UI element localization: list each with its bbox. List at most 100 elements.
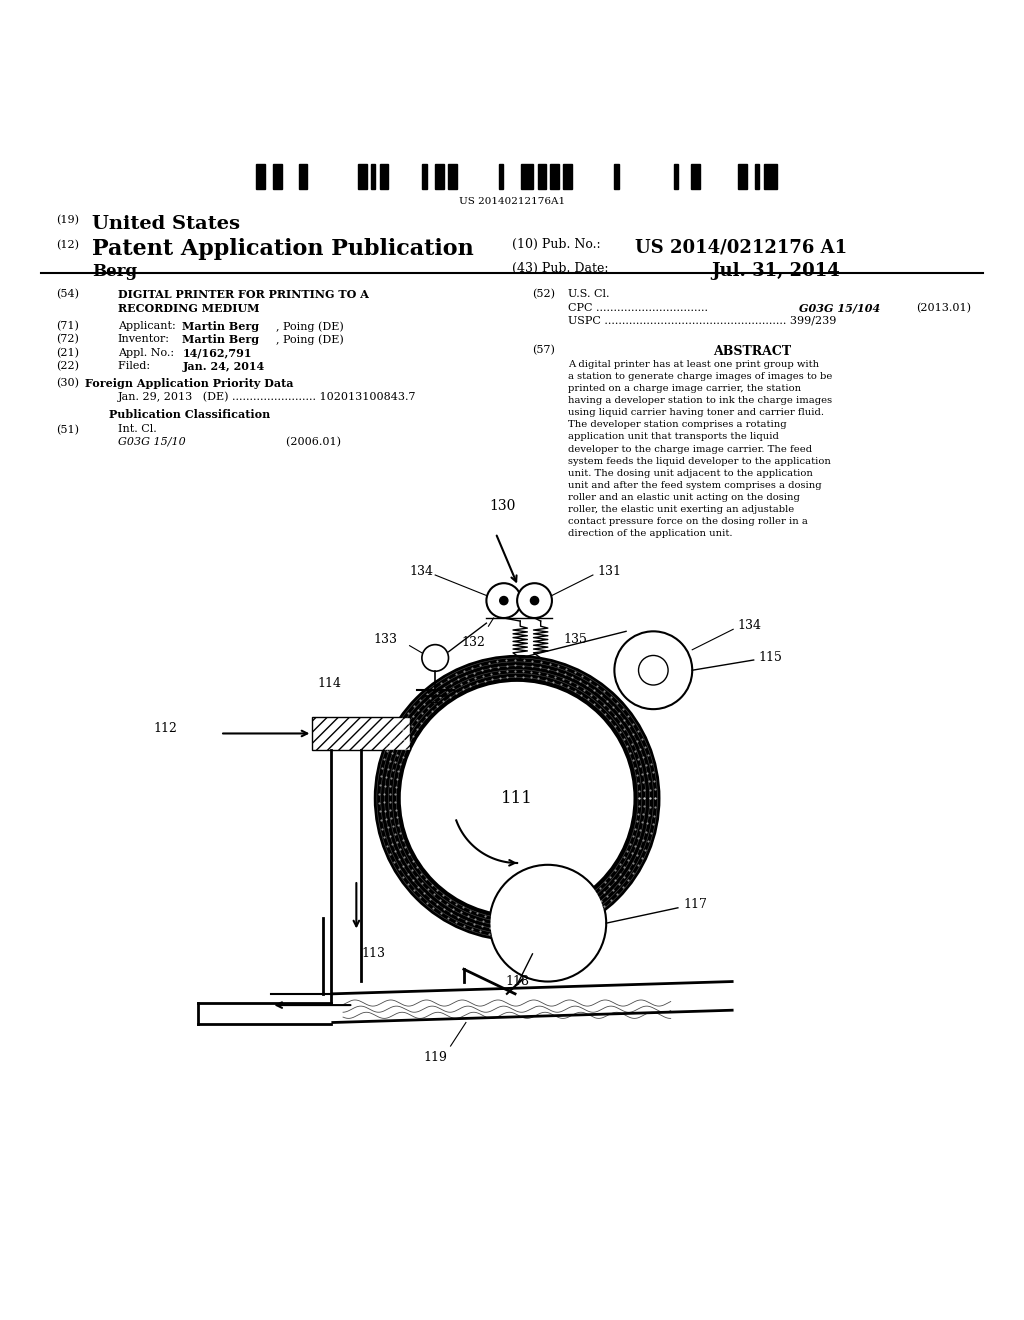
Text: (51): (51): [56, 425, 79, 434]
Text: Filed:: Filed:: [118, 360, 174, 371]
Circle shape: [374, 655, 660, 941]
Text: developer to the charge image carrier. The feed: developer to the charge image carrier. T…: [568, 445, 812, 454]
Circle shape: [530, 597, 539, 605]
Circle shape: [422, 644, 449, 672]
Text: Foreign Application Priority Data: Foreign Application Priority Data: [85, 379, 294, 389]
Bar: [674, 164, 679, 190]
Circle shape: [517, 583, 552, 618]
Text: (2006.01): (2006.01): [251, 437, 341, 447]
Text: (43) Pub. Date:: (43) Pub. Date:: [512, 261, 608, 275]
Text: US 20140212176A1: US 20140212176A1: [459, 197, 565, 206]
Text: Jul. 31, 2014: Jul. 31, 2014: [712, 261, 841, 280]
Text: 114: 114: [317, 677, 341, 690]
Bar: [614, 164, 618, 190]
Text: (30): (30): [56, 379, 79, 388]
Text: Inventor:: Inventor:: [118, 334, 170, 345]
Text: (71): (71): [56, 321, 79, 331]
Text: 134: 134: [410, 565, 433, 578]
Text: 130: 130: [489, 499, 516, 512]
Text: 131: 131: [597, 565, 621, 578]
Text: Jan. 29, 2013   (DE) ........................ 102013100843.7: Jan. 29, 2013 (DE) .....................…: [118, 392, 417, 403]
Bar: [358, 164, 367, 190]
Text: (72): (72): [56, 334, 79, 345]
Text: roller and an elastic unit acting on the dosing: roller and an elastic unit acting on the…: [568, 492, 800, 502]
Text: (57): (57): [532, 345, 555, 355]
Text: 135: 135: [563, 634, 587, 645]
Text: The developer station comprises a rotating: The developer station comprises a rotati…: [568, 420, 787, 429]
Bar: [756, 164, 760, 190]
Circle shape: [500, 597, 508, 605]
Text: Berg: Berg: [92, 263, 137, 280]
Text: direction of the application unit.: direction of the application unit.: [568, 529, 733, 539]
Bar: [256, 164, 264, 190]
Text: a station to generate charge images of images to be: a station to generate charge images of i…: [568, 372, 833, 381]
Text: Martin Berg: Martin Berg: [182, 334, 259, 346]
Bar: [551, 164, 559, 190]
Text: 118: 118: [505, 974, 529, 987]
Text: 113: 113: [361, 946, 385, 960]
Text: application unit that transports the liquid: application unit that transports the liq…: [568, 433, 779, 441]
Text: (52): (52): [532, 289, 555, 300]
Text: using liquid carrier having toner and carrier fluid.: using liquid carrier having toner and ca…: [568, 408, 824, 417]
Text: G03G 15/10: G03G 15/10: [118, 437, 185, 446]
Text: (54): (54): [56, 289, 79, 300]
Text: (21): (21): [56, 347, 79, 358]
Text: , Poing (DE): , Poing (DE): [276, 321, 344, 331]
Text: unit. The dosing unit adjacent to the application: unit. The dosing unit adjacent to the ap…: [568, 469, 813, 478]
Circle shape: [486, 583, 521, 618]
Text: , Poing (DE): , Poing (DE): [276, 334, 344, 345]
Text: 14/162,791: 14/162,791: [182, 347, 252, 359]
Bar: [449, 164, 457, 190]
Text: Int. Cl.: Int. Cl.: [118, 425, 157, 434]
Circle shape: [614, 631, 692, 709]
Text: Publication Classification: Publication Classification: [109, 409, 270, 420]
Text: printed on a charge image carrier, the station: printed on a charge image carrier, the s…: [568, 384, 802, 393]
Text: Appl. No.:: Appl. No.:: [118, 347, 177, 358]
Text: CPC ................................: CPC ................................: [568, 302, 709, 313]
Bar: [435, 164, 443, 190]
Text: United States: United States: [92, 215, 241, 232]
Bar: [372, 164, 376, 190]
Text: contact pressure force on the dosing roller in a: contact pressure force on the dosing rol…: [568, 517, 808, 527]
Text: U.S. Cl.: U.S. Cl.: [568, 289, 610, 300]
Bar: [380, 164, 388, 190]
Text: Martin Berg: Martin Berg: [182, 321, 259, 333]
Text: RECORDING MEDIUM: RECORDING MEDIUM: [118, 302, 259, 314]
Text: 132: 132: [461, 636, 485, 649]
Text: 117: 117: [683, 898, 707, 911]
Bar: [273, 164, 282, 190]
Bar: [299, 164, 307, 190]
Bar: [423, 164, 427, 190]
Text: Jan. 24, 2014: Jan. 24, 2014: [182, 360, 264, 372]
Text: A digital printer has at least one print group with: A digital printer has at least one print…: [568, 360, 819, 370]
Circle shape: [489, 865, 606, 982]
Text: ABSTRACT: ABSTRACT: [714, 345, 792, 358]
Text: 133: 133: [374, 634, 397, 645]
Text: 111: 111: [501, 789, 534, 807]
Text: (2013.01): (2013.01): [916, 302, 972, 313]
Text: (12): (12): [56, 240, 79, 251]
Text: (19): (19): [56, 215, 79, 224]
Text: Patent Application Publication: Patent Application Publication: [92, 238, 474, 260]
Text: DIGITAL PRINTER FOR PRINTING TO A: DIGITAL PRINTER FOR PRINTING TO A: [118, 289, 369, 301]
Text: 115: 115: [759, 652, 782, 664]
Bar: [312, 717, 410, 750]
Bar: [738, 164, 746, 190]
Bar: [538, 164, 546, 190]
Text: having a developer station to ink the charge images: having a developer station to ink the ch…: [568, 396, 833, 405]
Text: 134: 134: [737, 619, 761, 632]
Text: 119: 119: [423, 1051, 447, 1064]
Circle shape: [399, 681, 635, 916]
Bar: [691, 164, 699, 190]
Bar: [520, 164, 534, 190]
Text: (10) Pub. No.:: (10) Pub. No.:: [512, 238, 601, 251]
Bar: [563, 164, 571, 190]
Text: roller, the elastic unit exerting an adjustable: roller, the elastic unit exerting an adj…: [568, 506, 795, 513]
Text: 112: 112: [154, 722, 177, 735]
Bar: [500, 164, 504, 190]
Text: (22): (22): [56, 360, 79, 371]
Text: system feeds the liquid developer to the application: system feeds the liquid developer to the…: [568, 457, 831, 466]
Text: Applicant:: Applicant:: [118, 321, 175, 331]
Text: G03G 15/104: G03G 15/104: [799, 302, 880, 314]
Text: unit and after the feed system comprises a dosing: unit and after the feed system comprises…: [568, 480, 822, 490]
